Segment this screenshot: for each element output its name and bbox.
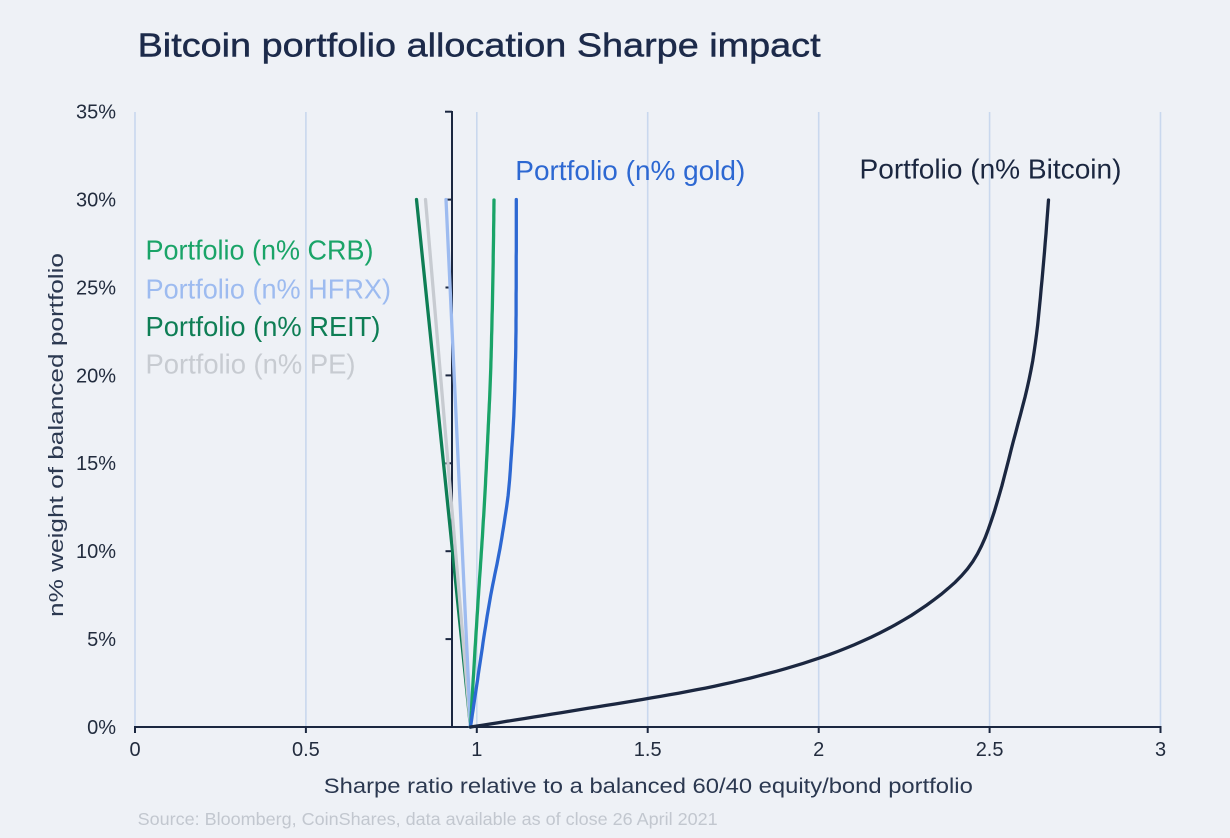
svg-text:2: 2 xyxy=(813,739,824,761)
svg-text:Sharpe ratio relative to a bal: Sharpe ratio relative to a balanced 60/4… xyxy=(324,774,973,798)
svg-text:1: 1 xyxy=(471,739,482,761)
svg-text:1.5: 1.5 xyxy=(634,739,662,761)
svg-text:2.5: 2.5 xyxy=(976,739,1004,761)
svg-text:3: 3 xyxy=(1155,739,1166,761)
svg-text:Portfolio (n% CRB): Portfolio (n% CRB) xyxy=(146,235,374,266)
svg-text:10%: 10% xyxy=(76,541,116,563)
svg-text:Bitcoin portfolio allocation S: Bitcoin portfolio allocation Sharpe impa… xyxy=(138,26,821,63)
svg-text:Portfolio (n% HFRX): Portfolio (n% HFRX) xyxy=(146,273,392,304)
svg-text:0.5: 0.5 xyxy=(292,739,320,761)
svg-text:35%: 35% xyxy=(76,102,116,124)
svg-text:n% weight of balanced portfoli: n% weight of balanced portfolio xyxy=(46,253,68,617)
svg-text:15%: 15% xyxy=(76,453,116,475)
svg-text:Portfolio (n% gold): Portfolio (n% gold) xyxy=(515,155,745,186)
svg-text:Source: Bloomberg, CoinShares,: Source: Bloomberg, CoinShares, data avai… xyxy=(138,809,718,829)
svg-text:Portfolio (n% Bitcoin): Portfolio (n% Bitcoin) xyxy=(860,154,1122,185)
svg-text:Portfolio (n% REIT): Portfolio (n% REIT) xyxy=(146,311,381,342)
svg-text:30%: 30% xyxy=(76,190,116,212)
svg-text:0: 0 xyxy=(129,739,140,761)
svg-text:20%: 20% xyxy=(76,365,116,387)
svg-text:5%: 5% xyxy=(87,629,116,651)
svg-text:25%: 25% xyxy=(76,277,116,299)
svg-text:0%: 0% xyxy=(87,717,116,739)
svg-text:Portfolio (n% PE): Portfolio (n% PE) xyxy=(146,349,356,380)
